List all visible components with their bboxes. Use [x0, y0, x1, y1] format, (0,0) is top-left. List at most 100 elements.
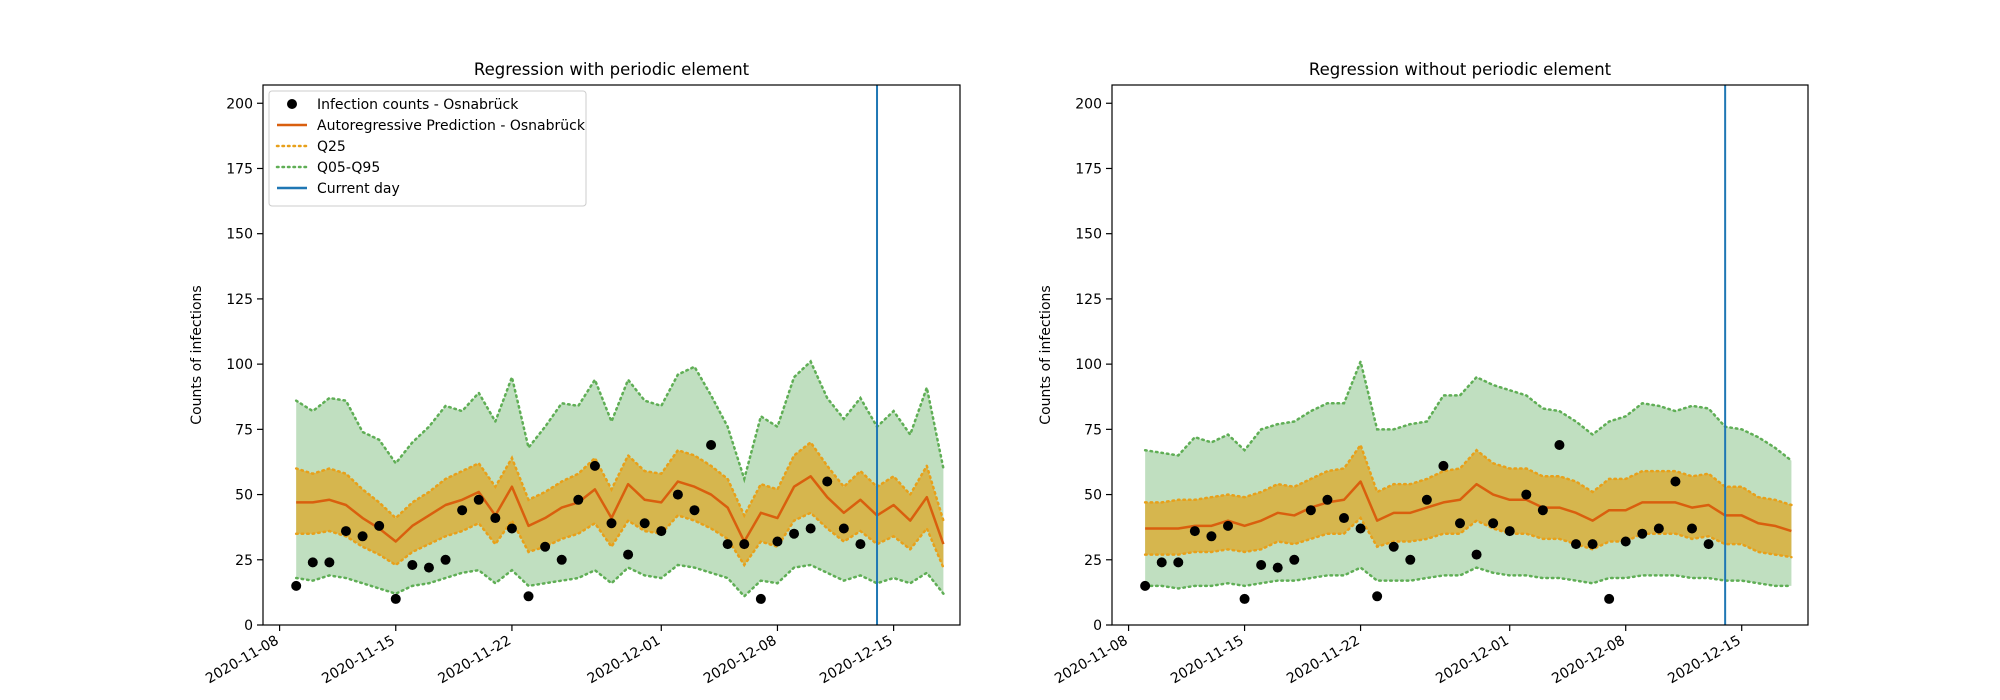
q05-dotted-line [294, 563, 945, 599]
legend-label: Autoregressive Prediction - Osnabrück [317, 118, 586, 134]
legend-label: Current day [317, 181, 400, 197]
observed-point [1173, 557, 1184, 568]
observed-point [1670, 476, 1681, 487]
observed-point [1471, 549, 1482, 560]
observed-point [1521, 489, 1532, 500]
y-tick-label: 0 [1093, 618, 1102, 634]
observed-point [473, 494, 484, 505]
observed-point [1223, 520, 1233, 531]
observed-point [1637, 528, 1648, 539]
chart-panel-without-periodic: 0 25 50 75 100 125 150 175 200 2020-11-08 2020-11-… [1038, 60, 1809, 688]
observed-point [855, 539, 866, 550]
observed-point [772, 536, 783, 547]
observed-point [672, 489, 683, 500]
observed-point [490, 513, 501, 524]
observed-point [1405, 554, 1416, 565]
observed-point [324, 557, 335, 568]
observed-point [656, 526, 667, 537]
legend-label: Q25 [317, 139, 346, 155]
y-tick-label: 150 [226, 227, 253, 243]
observed-point [1256, 560, 1267, 570]
observed-point [755, 593, 766, 604]
y-tick-label: 0 [244, 618, 253, 634]
observed-point [1587, 539, 1598, 550]
q25-lower-dotted-line [294, 511, 945, 569]
observed-point [1653, 523, 1664, 534]
y-tick-label: 200 [1075, 96, 1102, 112]
observed-point [1239, 593, 1250, 604]
y-tick-label: 100 [226, 357, 253, 373]
x-tick-label: 2020-12-15 [1665, 633, 1743, 688]
x-tick-label: 2020-11-15 [319, 633, 397, 688]
observed-point [706, 440, 717, 450]
observed-point [1504, 526, 1515, 537]
observed-point [1140, 580, 1151, 591]
observed-point [423, 562, 434, 573]
observed-point [1372, 591, 1383, 602]
prediction-line [296, 475, 945, 545]
y-tick-label: 175 [1075, 161, 1102, 177]
observed-point [739, 539, 750, 550]
x-tick-label: 2020-12-08 [701, 633, 779, 688]
observed-point [1488, 518, 1499, 529]
y-tick-label: 125 [226, 292, 253, 308]
x-tick-label: 2020-12-01 [1433, 633, 1511, 688]
observed-point [589, 460, 600, 471]
q05-dotted-line [1143, 566, 1793, 590]
observed-point [1421, 494, 1432, 505]
q95-dotted-line [294, 359, 945, 484]
observed-point [1289, 554, 1300, 565]
observed-point [440, 554, 451, 565]
observed-point [1272, 562, 1283, 573]
x-tick-label: 2020-12-08 [1549, 633, 1627, 688]
observed-point [1687, 523, 1697, 534]
y-tick-label: 50 [1084, 488, 1102, 504]
y-tick-label: 175 [226, 161, 253, 177]
y-axis-label: Counts of infections [1038, 285, 1054, 424]
observed-point [722, 539, 733, 550]
y-tick-label: 125 [1075, 292, 1102, 308]
observed-point [291, 580, 302, 591]
observed-point [307, 557, 318, 568]
plot-frame [262, 84, 961, 626]
observed-point [1305, 505, 1316, 516]
observed-point [623, 549, 634, 560]
observed-point [1339, 513, 1349, 524]
q25-band [296, 442, 944, 568]
x-tick-label: 2020-12-01 [585, 633, 663, 688]
observed-point [1703, 539, 1714, 550]
q25-lower-dotted-line [1143, 516, 1793, 559]
observed-point [1189, 526, 1200, 537]
observed-point [1604, 593, 1615, 604]
plot-frame [1111, 84, 1809, 626]
observed-point [374, 520, 385, 531]
observed-point [838, 523, 849, 534]
legend: Infection counts - Osnabrück Autoregressi… [268, 90, 587, 207]
legend-label: Infection counts - Osnabrück [317, 97, 519, 113]
observed-point [789, 528, 800, 539]
q25-upper-dotted-line [1143, 442, 1793, 507]
x-tick-label: 2020-11-08 [1052, 633, 1130, 688]
y-axis-label: Counts of infections [189, 285, 205, 424]
observed-point [390, 593, 401, 604]
y-tick-label: 150 [1075, 227, 1102, 243]
observed-point [639, 518, 650, 529]
chart-title: Regression without periodic element [1309, 60, 1612, 79]
observed-point [540, 541, 551, 552]
legend-box [268, 90, 587, 207]
observed-point [1554, 440, 1565, 450]
observed-point [1388, 541, 1399, 552]
observed-point [1206, 531, 1217, 542]
legend-marker-swatch [287, 99, 297, 109]
x-tick-label: 2020-11-15 [1168, 633, 1246, 688]
y-tick-label: 100 [1075, 357, 1102, 373]
observed-point [523, 591, 534, 602]
x-tick-label: 2020-12-15 [817, 633, 895, 688]
y-tick-label: 200 [226, 96, 253, 112]
observed-point [573, 494, 584, 505]
observed-point [805, 523, 816, 534]
observed-point [1571, 539, 1581, 550]
observed-point [1156, 557, 1167, 568]
observed-point [1438, 460, 1449, 471]
